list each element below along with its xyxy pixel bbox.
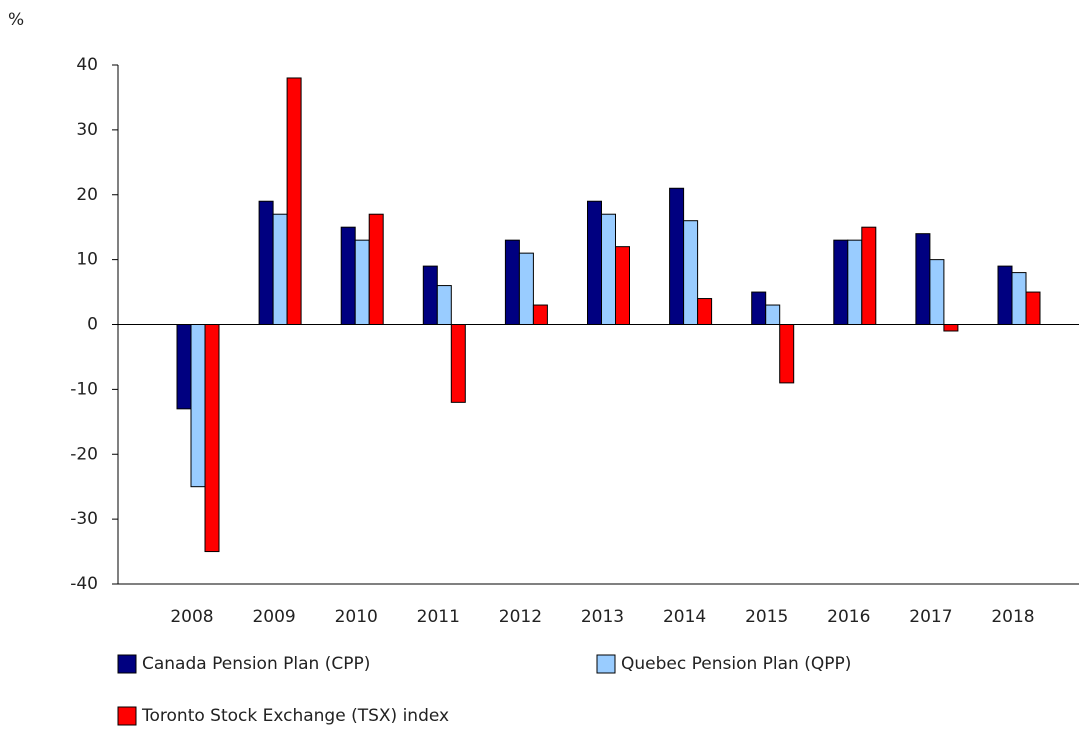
bar [697, 298, 713, 325]
bar [272, 213, 288, 325]
legend-label: Canada Pension Plan (CPP) [142, 654, 370, 674]
y-tick-label: -30 [70, 509, 98, 529]
legend-swatch [596, 654, 616, 674]
x-tick-label: 2009 [252, 607, 295, 627]
y-tick-label: 40 [76, 55, 98, 75]
y-tick-label: 0 [87, 315, 98, 335]
bar [683, 220, 699, 325]
bar [450, 324, 466, 403]
legend-label: Toronto Stock Exchange (TSX) index [141, 706, 449, 726]
x-tick-label: 2015 [745, 607, 788, 627]
bar [929, 259, 945, 325]
y-tick-label: 30 [76, 120, 98, 140]
x-tick-label: 2012 [499, 607, 542, 627]
bar [915, 233, 931, 325]
y-tick-label: -20 [70, 444, 98, 464]
bar [615, 246, 630, 325]
bar [504, 239, 520, 326]
bar [765, 304, 781, 326]
bar [422, 265, 438, 325]
bar [1025, 291, 1041, 325]
bar [1011, 272, 1027, 326]
bar [340, 226, 356, 325]
y-tick-label: -10 [70, 379, 98, 399]
y-tick-label: 20 [76, 185, 98, 205]
bar [258, 200, 274, 325]
x-tick-label: 2016 [827, 607, 870, 627]
bar [587, 200, 602, 325]
y-tick-label: 10 [76, 250, 98, 270]
bar [847, 239, 863, 326]
bar [779, 324, 795, 384]
bar [204, 324, 220, 553]
bar [436, 285, 452, 326]
bar [176, 324, 192, 410]
y-tick-label: -40 [70, 574, 98, 594]
x-tick-label: 2018 [991, 607, 1034, 627]
bar [943, 324, 959, 332]
bar [861, 226, 877, 325]
bar [368, 213, 384, 325]
x-tick-label: 2014 [663, 607, 706, 627]
bar [751, 291, 767, 325]
bar [354, 239, 370, 326]
legend-swatch [117, 654, 137, 674]
x-tick-label: 2008 [170, 607, 213, 627]
bar [997, 265, 1013, 325]
x-tick-label: 2011 [417, 607, 460, 627]
bar [669, 187, 685, 325]
legend-swatch [117, 706, 137, 726]
x-tick-label: 2010 [335, 607, 378, 627]
bar [190, 324, 206, 488]
bar [833, 239, 849, 326]
x-tick-label: 2017 [909, 607, 952, 627]
bar [518, 252, 534, 325]
bar [532, 304, 548, 326]
legend-label: Quebec Pension Plan (QPP) [621, 654, 851, 674]
bar [286, 77, 302, 325]
x-tick-label: 2013 [581, 607, 624, 627]
bar [601, 213, 616, 325]
y-axis-label: % [8, 10, 24, 30]
